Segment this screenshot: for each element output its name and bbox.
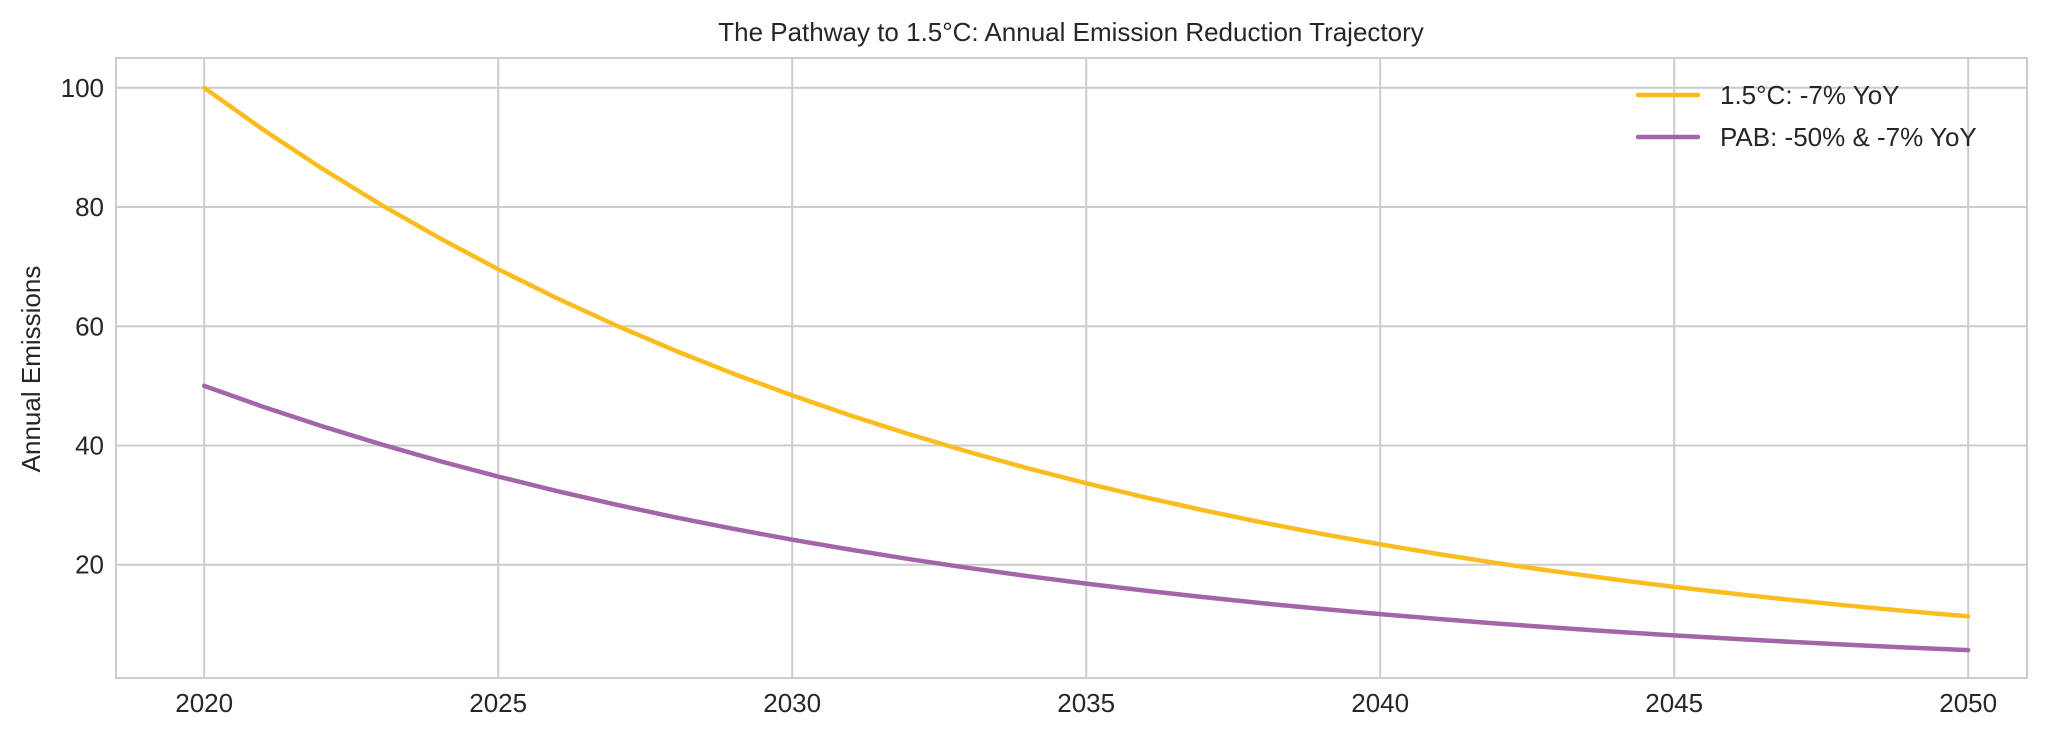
x-tick-label: 2025: [469, 688, 527, 718]
gridlines: [116, 58, 2027, 678]
y-tick-label: 20: [75, 550, 104, 580]
x-tick-label: 2040: [1351, 688, 1409, 718]
y-tick-label: 60: [75, 311, 104, 341]
legend-label: PAB: -50% & -7% YoY: [1720, 122, 1977, 152]
series-line-2: [201, 383, 1971, 653]
x-tick-label: 2050: [1939, 688, 1997, 718]
legend: 1.5°C: -7% YoY PAB: -50% & -7% YoY: [1635, 80, 1977, 152]
y-tick-label: 40: [75, 431, 104, 461]
series-layer: [201, 85, 1971, 653]
legend-label: 1.5°C: -7% YoY: [1720, 80, 1900, 110]
x-tick-label: 2035: [1057, 688, 1115, 718]
x-tick-label: 2020: [175, 688, 233, 718]
y-tick-label: 100: [61, 73, 104, 103]
y-axis-ticks: 20 40 60 80 100: [61, 73, 104, 580]
plot-frame: [115, 57, 2028, 679]
series-line-1: [201, 85, 1971, 619]
x-tick-label: 2045: [1645, 688, 1703, 718]
y-axis-label: Annual Emissions: [16, 266, 46, 473]
y-tick-label: 80: [75, 192, 104, 222]
x-tick-label: 2030: [763, 688, 821, 718]
chart-title: The Pathway to 1.5°C: Annual Emission Re…: [718, 17, 1424, 47]
x-axis-ticks: 2020 2025 2030 2035 2040 2045 2050: [175, 688, 1997, 718]
